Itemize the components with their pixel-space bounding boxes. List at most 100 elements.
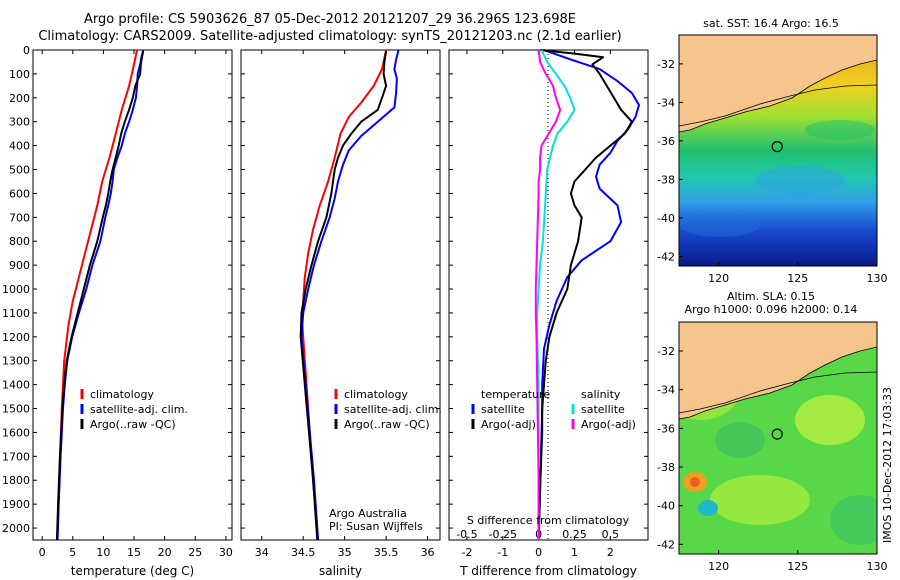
top-tick-label: 0.25 xyxy=(562,528,587,541)
y-tick-label: 1300 xyxy=(2,355,30,368)
x-tick-label: 34 xyxy=(255,546,269,559)
y-tick-label: 300 xyxy=(9,116,30,129)
y-tick-label: 1200 xyxy=(2,331,30,344)
legend-entry: Argo(..raw -QC) xyxy=(344,418,430,431)
difference-panel: -2 -1 0 1 2-0.5 -0.25 0 0.25 0.5T difference fro… xyxy=(448,49,649,578)
sst-map-title: sat. SST: 16.4 Argo: 16.5 xyxy=(703,17,839,30)
y-tick-label: -38 xyxy=(657,173,675,186)
x-tick-label: 10 xyxy=(96,546,110,559)
x-tick-label: 2 xyxy=(607,546,614,559)
y-tick-label: 1000 xyxy=(2,283,30,296)
legend-entry: Argo(-adj) xyxy=(581,418,636,431)
y-tick-label: -36 xyxy=(657,422,675,435)
y-tick-label: 500 xyxy=(9,164,30,177)
y-tick-label: -32 xyxy=(657,58,675,71)
legend-header: salinity xyxy=(581,388,621,401)
y-tick-label: -34 xyxy=(657,96,675,109)
y-tick-label: -40 xyxy=(657,212,675,225)
x-tick-label: 34.5 xyxy=(291,546,316,559)
top-tick-label: -0.25 xyxy=(489,528,517,541)
y-tick-label: 100 xyxy=(9,68,30,81)
series-line-satellite xyxy=(536,49,576,540)
y-tick-label: -38 xyxy=(657,461,675,474)
x-tick-label: 15 xyxy=(127,546,141,559)
x-tick-label: -2 xyxy=(461,546,472,559)
sst-map: sat. SST: 16.4 Argo: 16.5 120 125 130 -32 -3… xyxy=(657,17,887,285)
timestamp-stamp: IMOS 10-Dec-2012 17:03:33 xyxy=(881,387,894,543)
series-line-argo---raw--qc- xyxy=(299,51,388,541)
x-tick-label: 130 xyxy=(867,272,888,285)
series-line-climatology xyxy=(56,49,139,541)
legend-entry: climatology xyxy=(344,388,408,401)
profile-location-marker xyxy=(771,141,783,153)
salinity-panel: 34 34.5 35 35.5 36 salinity climatology satelli… xyxy=(240,49,442,578)
y-tick-label: -42 xyxy=(657,538,675,551)
x-axis-label: T difference from climatology xyxy=(459,564,637,578)
y-tick-label: 600 xyxy=(9,187,30,200)
x-tick-label: 5 xyxy=(69,546,76,559)
y-tick-label: 1500 xyxy=(2,403,30,416)
sla-map-title-2: Argo h1000: 0.096 h2000: 0.14 xyxy=(685,303,858,316)
land-area xyxy=(679,322,877,419)
x-tick-label: 130 xyxy=(867,560,888,573)
y-tick-label: 0 xyxy=(23,44,30,57)
series-line-argo---raw--qc- xyxy=(55,51,145,541)
y-tick-label: 1400 xyxy=(2,379,30,392)
y-tick-label: -40 xyxy=(657,500,675,513)
x-tick-label: 35 xyxy=(338,546,352,559)
x-tick-label: 125 xyxy=(787,272,808,285)
x-axis-label: temperature (deg C) xyxy=(71,564,194,578)
top-tick-label: 0.5 xyxy=(602,528,620,541)
header-line-1: Argo profile: CS 5903626_87 05-Dec-2012 … xyxy=(84,12,576,27)
x-tick-label: 20 xyxy=(158,546,172,559)
profile-location-marker xyxy=(771,428,783,440)
x-tick-label: 120 xyxy=(708,272,729,285)
x-tick-label: 36 xyxy=(421,546,435,559)
y-tick-label: 700 xyxy=(9,211,30,224)
sla-map-title-1: Altim. SLA: 0.15 xyxy=(727,290,815,303)
y-tick-label: 1800 xyxy=(2,474,30,487)
sla-map: Altim. SLA: 0.15 Argo h1000: 0.096 h2000… xyxy=(657,290,888,573)
legend-entry: Argo(-adj) xyxy=(481,418,536,431)
top-tick-label: -0.5 xyxy=(456,528,477,541)
y-tick-label: -34 xyxy=(657,384,675,397)
x-tick-label: 0 xyxy=(535,546,542,559)
header-line-2: Climatology: CARS2009. Satellite-adjuste… xyxy=(38,29,622,44)
y-tick-label: 900 xyxy=(9,259,30,272)
legend-entry: Argo(..raw -QC) xyxy=(90,418,176,431)
y-tick-label: 1600 xyxy=(2,426,30,439)
x-tick-label: 1 xyxy=(571,546,578,559)
footer-pi: PI: Susan Wijffels xyxy=(329,520,423,533)
x-tick-label: 30 xyxy=(219,546,233,559)
temperature-panel: 0100200300400500600700800900100011001200… xyxy=(2,44,233,578)
y-tick-label: -32 xyxy=(657,345,675,358)
y-tick-label: 2000 xyxy=(2,522,30,535)
legend-entry: satellite xyxy=(481,403,525,416)
legend-entry: climatology xyxy=(90,388,154,401)
series-line-satellite xyxy=(537,49,640,541)
y-tick-label: -42 xyxy=(657,250,675,263)
x-tick-label: -1 xyxy=(497,546,508,559)
y-tick-label: 1700 xyxy=(2,450,30,463)
series-line-climatology xyxy=(301,49,388,541)
series-line-argo--adj- xyxy=(534,49,562,540)
y-tick-label: 800 xyxy=(9,235,30,248)
legend-entry: satellite-adj. clim. xyxy=(90,403,188,416)
land-area xyxy=(679,35,877,132)
series-line-argo--adj- xyxy=(537,49,633,541)
y-tick-label: 200 xyxy=(9,92,30,105)
series-line-satellite-adj--clim- xyxy=(56,49,145,541)
x-axis-label: salinity xyxy=(319,564,362,578)
legend-entry: satellite-adj. clim. xyxy=(344,403,442,416)
footer-note: Argo Australia xyxy=(329,507,407,520)
x-tick-label: 125 xyxy=(787,560,808,573)
x-tick-label: 0 xyxy=(39,546,46,559)
y-tick-label: 1900 xyxy=(2,498,30,511)
series-line-satellite-adj--clim- xyxy=(300,49,400,541)
y-tick-label: 400 xyxy=(9,140,30,153)
x-tick-label: 35.5 xyxy=(374,546,399,559)
legend-entry: satellite xyxy=(581,403,625,416)
y-tick-label: -36 xyxy=(657,135,675,148)
x-tick-label: 120 xyxy=(708,560,729,573)
